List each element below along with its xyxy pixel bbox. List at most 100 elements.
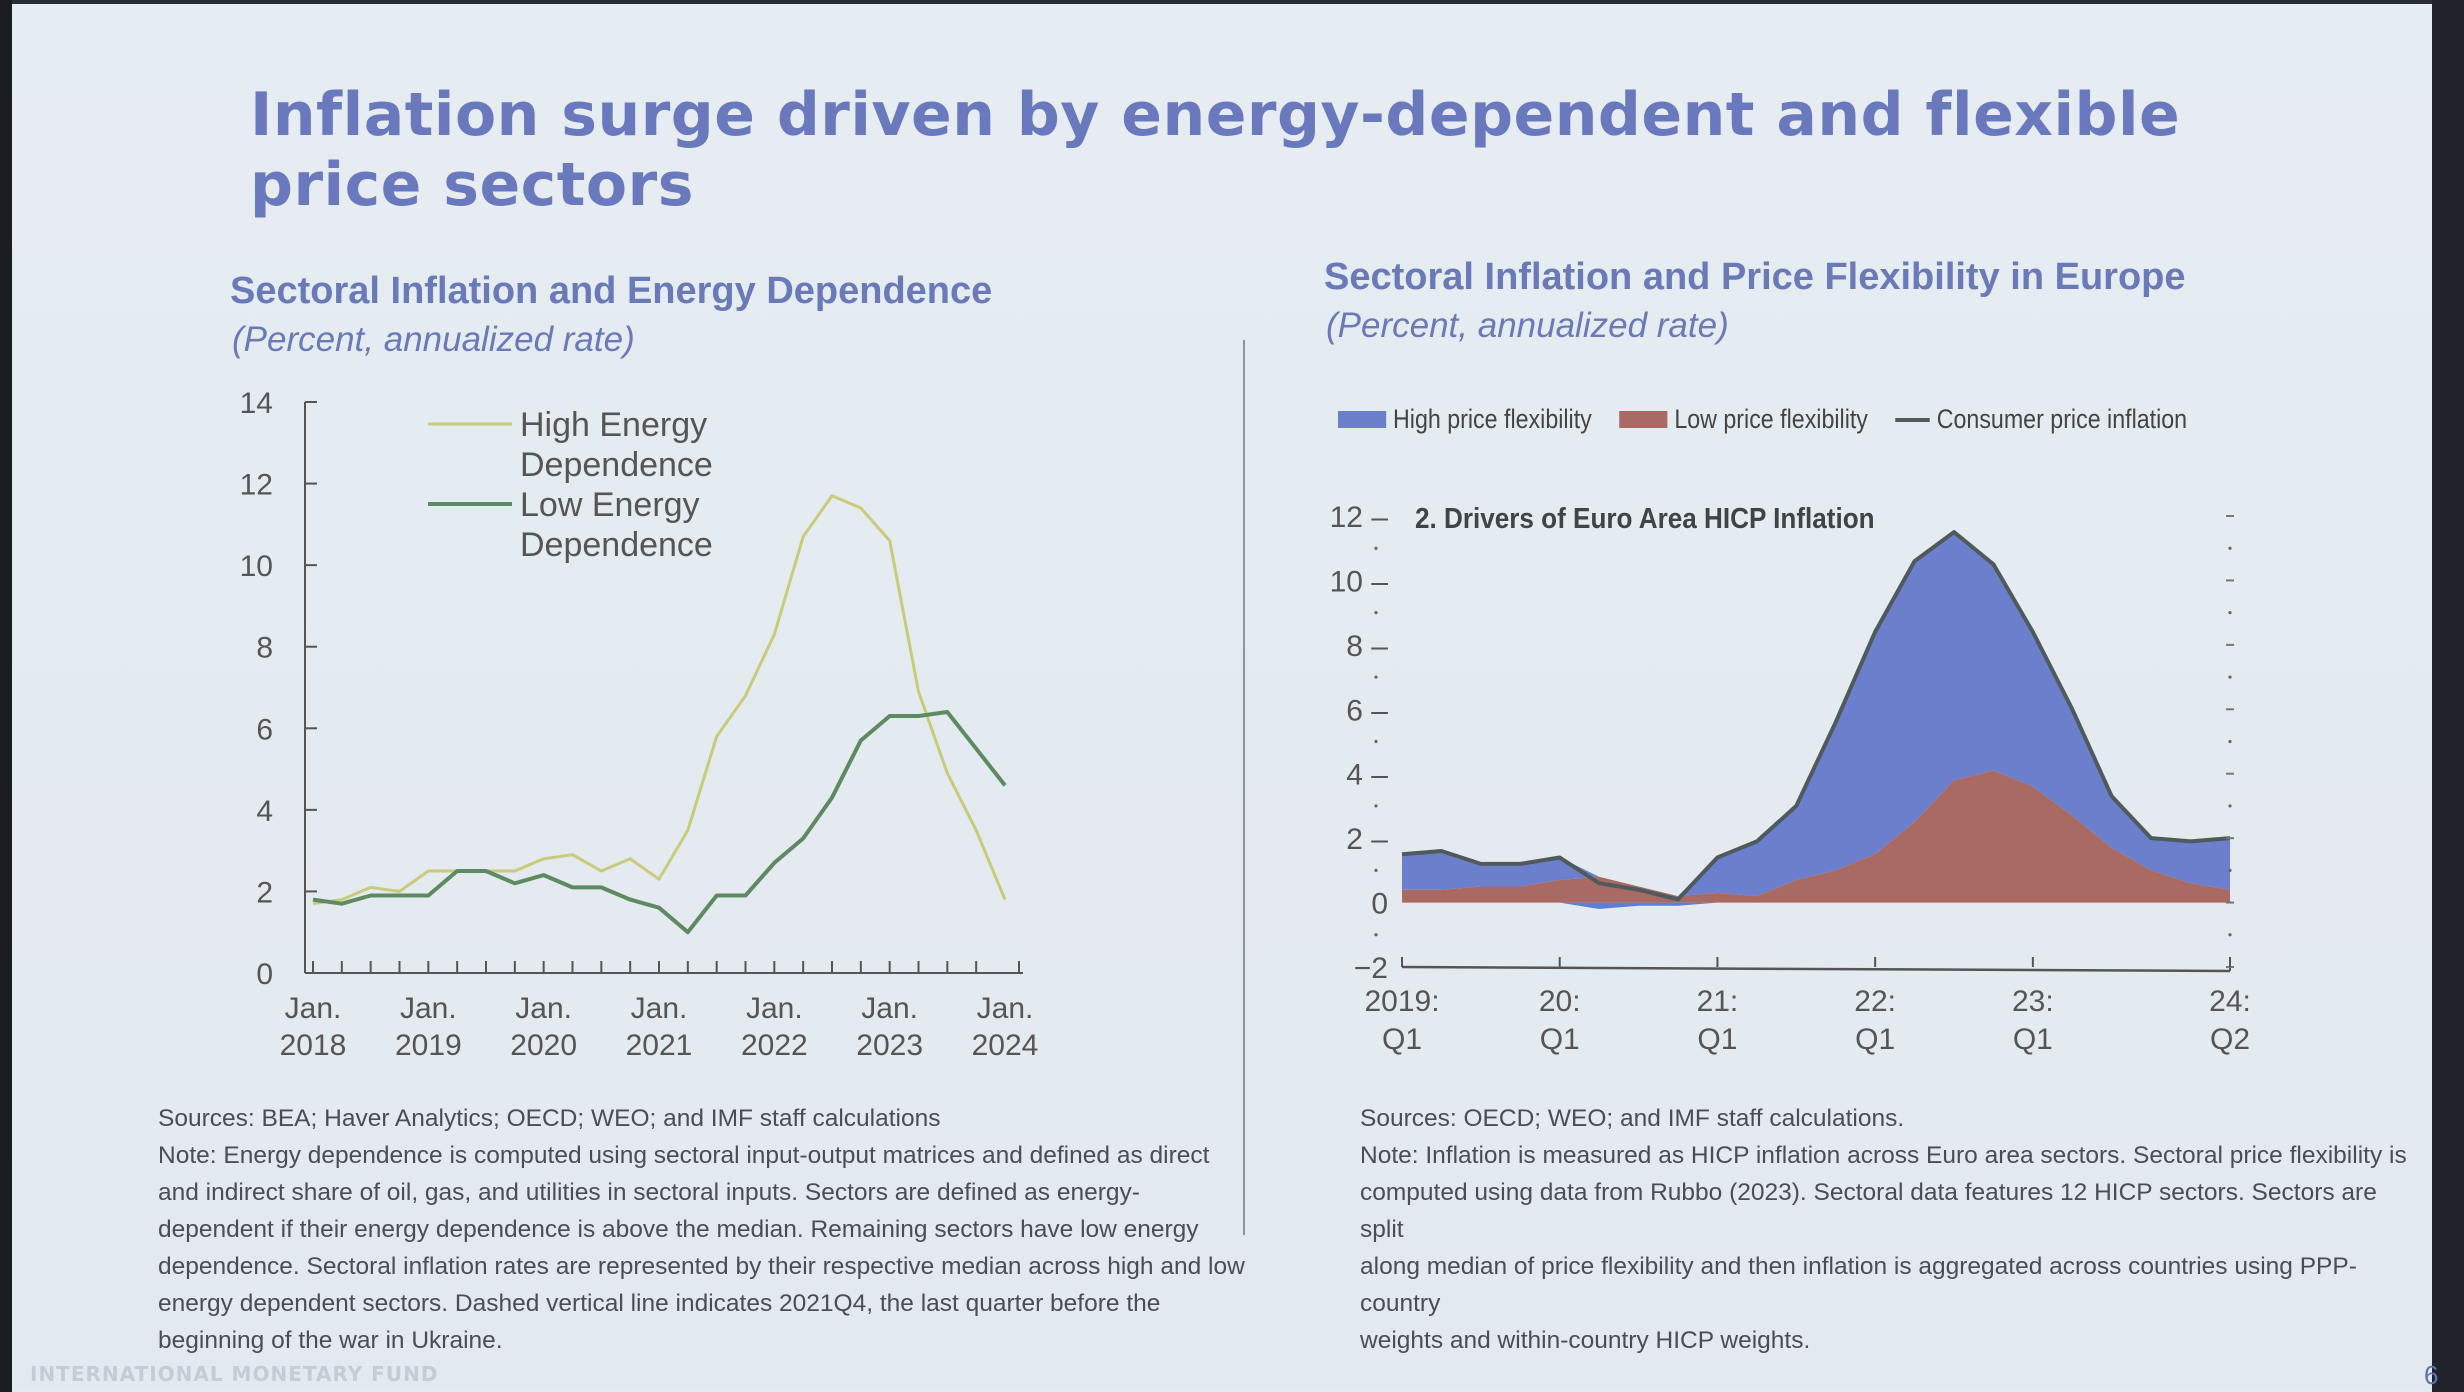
x-tick-label: 2019 bbox=[395, 1029, 462, 1062]
legend-label-low-flex: Low price flexibility bbox=[1674, 404, 1868, 434]
x-tick-label: 2018 bbox=[280, 1029, 347, 1062]
x-tick-label: Jan. bbox=[746, 992, 803, 1025]
page-number: 6 bbox=[2424, 1360, 2439, 1390]
minor-tick-dot bbox=[1374, 868, 1378, 872]
right-area-chart: −2 0 2 – 4 – 6 – 8 – 10 – 12 – 2019: Q1 20: Q1 21: Q1… bbox=[1330, 501, 2251, 1056]
series-line-low-energy bbox=[312, 710, 1007, 935]
series-line-consumer-price-inflation bbox=[1401, 530, 2231, 902]
left-note-line: dependent if their energy dependence is … bbox=[158, 1216, 1199, 1243]
x-tick-label: Q2 bbox=[2210, 1023, 2250, 1056]
screen-border-top bbox=[0, 0, 2464, 4]
y-tick-label: 4 – bbox=[1346, 759, 1388, 792]
minor-tick-dot bbox=[2228, 868, 2232, 872]
area-high-price-flexibility bbox=[1402, 532, 2230, 897]
right-note-line: along median of price flexibility and th… bbox=[1360, 1253, 2357, 1317]
minor-tick-dot bbox=[2228, 933, 2232, 937]
y-tick-label: 8 bbox=[256, 632, 273, 665]
left-note-line: dependence. Sectoral inflation rates are… bbox=[158, 1253, 1245, 1280]
y-tick-label: 10 bbox=[240, 550, 273, 583]
x-axis bbox=[1401, 965, 2231, 973]
y-tick-label: 4 bbox=[256, 795, 273, 828]
left-notes: Sources: BEA; Haver Analytics; OECD; WEO… bbox=[158, 1100, 1258, 1359]
left-note-line: Note: Energy dependence is computed usin… bbox=[158, 1142, 1210, 1169]
minor-tick-dot bbox=[2228, 804, 2232, 808]
x-tick-label: 2021 bbox=[626, 1029, 693, 1062]
legend-label-low-energy-2: Dependence bbox=[520, 526, 713, 564]
y-tick-label: 14 bbox=[240, 387, 273, 420]
x-tick-label: Q1 bbox=[1382, 1023, 1422, 1056]
minor-tick-dot bbox=[1374, 933, 1378, 937]
right-inner-chart-title: 2. Drivers of Euro Area HICP Inflation bbox=[1415, 502, 1875, 535]
x-tick-label: Q1 bbox=[2013, 1023, 2053, 1056]
x-tick-label: 2023 bbox=[856, 1029, 923, 1062]
x-tick-label: Jan. bbox=[861, 992, 918, 1025]
x-tick-label: 2024 bbox=[972, 1029, 1039, 1062]
x-tick-label: 20: bbox=[1539, 985, 1581, 1018]
x-tick-label: 2019: bbox=[1364, 985, 1439, 1018]
x-tick-label: 23: bbox=[2012, 985, 2054, 1018]
y-tick-label: 6 – bbox=[1346, 694, 1388, 727]
legend-item-low-flex: Low price flexibility bbox=[1619, 404, 1868, 435]
x-tick-label: Jan. bbox=[400, 992, 457, 1025]
minor-tick-dot bbox=[1374, 804, 1378, 808]
y-tick-label: 6 bbox=[256, 713, 273, 746]
legend-item-high-flex: High price flexibility bbox=[1338, 404, 1592, 435]
x-tick-label: Q1 bbox=[1540, 1023, 1580, 1056]
right-chart-title: Sectoral Inflation and Price Flexibility… bbox=[1324, 256, 2186, 298]
y-tick-label: −2 bbox=[1354, 952, 1388, 985]
panel-divider bbox=[1243, 340, 1245, 1235]
right-notes: Sources: OECD; WEO; and IMF staff calcul… bbox=[1360, 1100, 2410, 1359]
y-tick-label: 0 bbox=[1371, 888, 1388, 921]
legend-swatch-low-flex bbox=[1619, 411, 1668, 428]
x-tick-label: Jan. bbox=[515, 992, 572, 1025]
y-tick-label: 2 – bbox=[1346, 823, 1388, 856]
right-chart-subtitle: (Percent, annualized rate) bbox=[1326, 306, 1729, 345]
right-note-line: computed using data from Rubbo (2023). S… bbox=[1360, 1179, 2377, 1243]
x-tick-label: 21: bbox=[1697, 985, 1739, 1018]
left-sources: Sources: BEA; Haver Analytics; OECD; WEO… bbox=[158, 1105, 941, 1132]
right-note-line: weights and within-country HICP weights. bbox=[1360, 1327, 1811, 1354]
minor-tick-dot bbox=[1374, 546, 1378, 550]
minor-tick-dot bbox=[2228, 611, 2232, 615]
footer-organization: INTERNATIONAL MONETARY FUND bbox=[30, 1362, 439, 1386]
right-chart-legend: High price flexibility Low price flexibi… bbox=[1338, 404, 2206, 435]
legend-swatch-cpi bbox=[1895, 417, 1930, 422]
legend-label-low-energy-1: Low Energy bbox=[520, 486, 700, 524]
left-note-line: beginning of the war in Ukraine. bbox=[158, 1327, 503, 1354]
minor-tick-dot bbox=[1374, 611, 1378, 615]
y-tick-label: 12 bbox=[240, 469, 273, 502]
y-tick-label: 2 bbox=[256, 876, 273, 909]
x-tick-label: 22: bbox=[1854, 985, 1896, 1018]
left-line-chart: 0 2 4 6 8 10 12 14 Jan. 2018 Jan. 2019 Jan. 2020 Jan. 2… bbox=[240, 387, 1039, 1062]
slide-title: Inflation surge driven by energy-depende… bbox=[250, 80, 2181, 220]
legend-label-high-energy-2: Dependence bbox=[520, 446, 713, 484]
area-high-price-flexibility-negative bbox=[1402, 902, 2230, 909]
y-tick-label: 10 – bbox=[1330, 565, 1389, 598]
minor-tick-dot bbox=[2228, 739, 2232, 744]
screen-border-left bbox=[0, 0, 12, 1392]
right-sources: Sources: OECD; WEO; and IMF staff calcul… bbox=[1360, 1105, 1905, 1132]
x-tick-label: 24: bbox=[2209, 985, 2251, 1018]
minor-tick-dot bbox=[2228, 675, 2232, 679]
legend-label-cpi: Consumer price inflation bbox=[1936, 404, 2188, 434]
x-tick-label: Q1 bbox=[1697, 1023, 1737, 1056]
minor-tick-dot bbox=[1374, 739, 1378, 744]
y-tick-label: 12 – bbox=[1330, 501, 1389, 534]
left-note-line: energy dependent sectors. Dashed vertica… bbox=[158, 1290, 1161, 1317]
minor-tick-dot bbox=[1374, 675, 1378, 679]
left-note-line: and indirect share of oil, gas, and util… bbox=[158, 1179, 1140, 1206]
x-tick-label: Jan. bbox=[285, 992, 342, 1025]
legend-label-high-flex: High price flexibility bbox=[1393, 404, 1592, 434]
x-tick-label: Q1 bbox=[1855, 1023, 1895, 1056]
minor-tick-dot bbox=[2228, 546, 2232, 550]
right-note-line: Note: Inflation is measured as HICP infl… bbox=[1360, 1142, 2407, 1169]
left-chart-subtitle: (Percent, annualized rate) bbox=[232, 320, 635, 359]
legend-item-cpi: Consumer price inflation bbox=[1895, 404, 2187, 435]
left-chart-title: Sectoral Inflation and Energy Dependence bbox=[230, 270, 993, 312]
legend-label-high-energy-1: High Energy bbox=[520, 406, 707, 444]
x-tick-label: Jan. bbox=[631, 992, 688, 1025]
screen-border-right bbox=[2432, 0, 2464, 1392]
y-tick-label: 8 – bbox=[1346, 630, 1388, 663]
x-tick-label: 2020 bbox=[510, 1029, 577, 1062]
area-low-price-flexibility bbox=[1402, 770, 2230, 903]
